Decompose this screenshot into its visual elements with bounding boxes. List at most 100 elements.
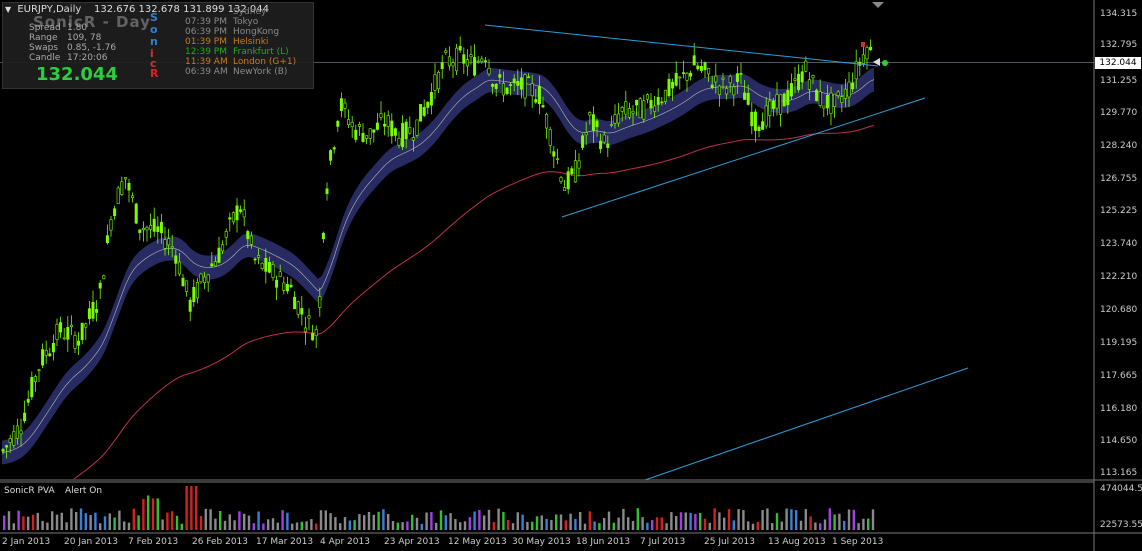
candle-body <box>498 74 502 78</box>
candle-body <box>271 264 275 278</box>
candle-body <box>462 54 466 64</box>
volume-bar <box>252 523 255 530</box>
volume-bar <box>257 511 260 530</box>
volume-bar <box>449 513 452 530</box>
candle-body <box>141 228 145 231</box>
candle-body <box>303 327 307 333</box>
candle-body <box>235 205 239 221</box>
candle-body <box>620 106 624 112</box>
candle-body <box>59 322 63 333</box>
candle-body <box>717 85 721 96</box>
candle-body <box>602 134 606 143</box>
candle-body <box>541 105 545 108</box>
candle-body <box>786 90 790 106</box>
candle-body <box>699 65 703 71</box>
volume-bar <box>708 522 711 530</box>
candle-body <box>260 262 264 269</box>
volume-bar <box>223 520 227 530</box>
candle-body <box>847 81 851 98</box>
volume-bar <box>847 509 851 530</box>
volume-bar <box>756 521 759 530</box>
volume-bar <box>319 510 323 530</box>
volume-bar <box>315 523 318 530</box>
candle-body <box>667 78 671 97</box>
volume-bar <box>123 521 126 530</box>
candle-body <box>80 322 84 340</box>
candle-body <box>815 89 819 101</box>
price-tick: 132.795 <box>1100 40 1138 50</box>
volume-bar <box>41 520 44 530</box>
candle-body <box>642 100 646 120</box>
volume-bar <box>603 517 606 530</box>
volume-bar <box>814 522 817 530</box>
volume-bar <box>703 518 707 530</box>
volume-bar <box>204 508 207 530</box>
candle-body <box>447 56 451 67</box>
dropdown-icon[interactable]: ▼ <box>5 5 12 14</box>
candle-body <box>318 296 322 308</box>
candle-body <box>743 92 747 100</box>
candle-body <box>213 261 217 267</box>
candle-body <box>285 283 289 292</box>
candle-body <box>768 100 772 117</box>
volume-bar <box>89 514 92 530</box>
volume-bar <box>300 521 303 530</box>
volume-bar <box>463 521 467 530</box>
candle-body <box>69 324 73 328</box>
candle-body <box>102 275 106 280</box>
candle-body <box>566 171 570 190</box>
volume-bar <box>550 520 553 530</box>
date-tick: 30 May 2013 <box>512 537 571 547</box>
date-tick: 17 Mar 2013 <box>256 537 314 547</box>
volume-bar <box>651 520 654 530</box>
volume-bar <box>569 513 572 530</box>
candle-body <box>397 137 401 146</box>
candle-body <box>300 308 304 315</box>
subwindow-alert-status: Alert On <box>65 486 103 496</box>
candle-body <box>242 209 246 218</box>
candle-body <box>307 315 311 319</box>
candle-body <box>775 94 779 109</box>
candle-body <box>383 123 387 127</box>
candle-body <box>321 232 325 240</box>
candle-body <box>372 129 376 133</box>
candle-body <box>624 101 628 115</box>
candle-body <box>210 263 214 267</box>
candle-body <box>113 208 117 217</box>
candle-body <box>516 80 520 86</box>
volume-bar <box>382 509 385 530</box>
candle-body <box>833 93 837 107</box>
candle-body <box>588 112 592 116</box>
candle-body <box>246 231 250 240</box>
candle-body <box>419 104 423 122</box>
candle-body <box>491 84 495 87</box>
sonic-letter: n <box>150 35 158 48</box>
candle-body <box>710 84 714 89</box>
volume-bar <box>103 516 107 530</box>
volume-bar <box>444 515 447 530</box>
volume-bar <box>833 514 836 530</box>
volume-bar <box>401 522 404 530</box>
candle-body <box>476 60 480 63</box>
volume-max-label: 474044.5 <box>1100 484 1142 494</box>
volume-bar <box>670 512 673 530</box>
candle-body <box>591 114 595 131</box>
volume-bar <box>511 523 515 530</box>
volume-bar <box>329 513 332 530</box>
session-london: 11:39 AM London (G+1) <box>185 57 297 67</box>
volume-bar <box>305 521 308 530</box>
candle-body <box>573 160 577 183</box>
trendline-upper <box>484 24 879 67</box>
candle-body <box>577 160 581 169</box>
volume-bar <box>579 511 582 530</box>
volume-bar <box>559 514 563 530</box>
volume-min-label: 22573.55 <box>1100 520 1142 530</box>
candle-body <box>131 195 135 198</box>
sonic-letter: R <box>150 67 159 80</box>
volume-bar <box>291 523 294 530</box>
candle-body <box>73 335 77 349</box>
price-tick: 122.210 <box>1100 272 1138 282</box>
date-tick: 18 Jun 2013 <box>576 537 631 547</box>
